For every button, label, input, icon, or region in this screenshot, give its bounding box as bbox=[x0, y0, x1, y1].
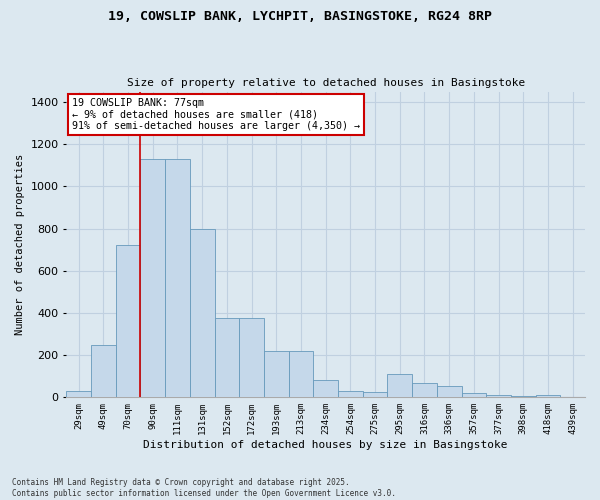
Bar bbox=[412, 382, 437, 398]
Bar bbox=[140, 159, 165, 398]
Bar bbox=[437, 386, 461, 398]
Bar bbox=[91, 344, 116, 398]
X-axis label: Distribution of detached houses by size in Basingstoke: Distribution of detached houses by size … bbox=[143, 440, 508, 450]
Bar bbox=[486, 395, 511, 398]
Bar bbox=[313, 380, 338, 398]
Bar bbox=[461, 393, 486, 398]
Bar bbox=[215, 318, 239, 398]
Bar bbox=[165, 159, 190, 398]
Bar bbox=[388, 374, 412, 398]
Bar bbox=[363, 392, 388, 398]
Text: Contains HM Land Registry data © Crown copyright and database right 2025.
Contai: Contains HM Land Registry data © Crown c… bbox=[12, 478, 396, 498]
Bar bbox=[289, 351, 313, 398]
Bar bbox=[67, 391, 91, 398]
Y-axis label: Number of detached properties: Number of detached properties bbox=[15, 154, 25, 335]
Bar bbox=[116, 246, 140, 398]
Bar bbox=[536, 395, 560, 398]
Bar bbox=[511, 396, 536, 398]
Title: Size of property relative to detached houses in Basingstoke: Size of property relative to detached ho… bbox=[127, 78, 525, 88]
Text: 19 COWSLIP BANK: 77sqm
← 9% of detached houses are smaller (418)
91% of semi-det: 19 COWSLIP BANK: 77sqm ← 9% of detached … bbox=[71, 98, 359, 131]
Bar bbox=[264, 351, 289, 398]
Bar bbox=[239, 318, 264, 398]
Bar bbox=[338, 391, 363, 398]
Text: 19, COWSLIP BANK, LYCHPIT, BASINGSTOKE, RG24 8RP: 19, COWSLIP BANK, LYCHPIT, BASINGSTOKE, … bbox=[108, 10, 492, 23]
Bar bbox=[190, 228, 215, 398]
